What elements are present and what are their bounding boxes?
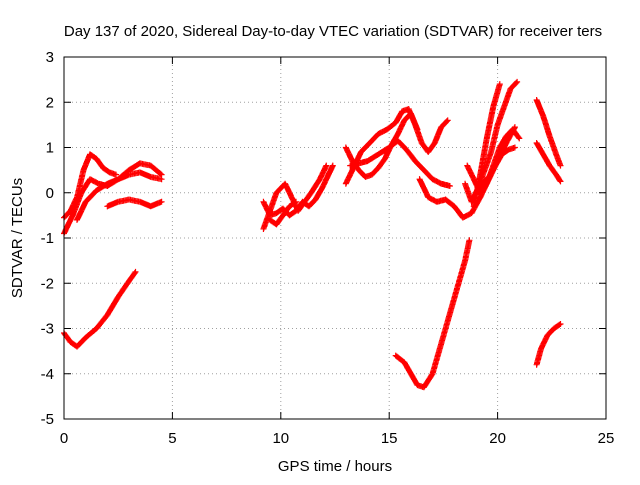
- data-point-markers: [61, 78, 564, 391]
- y-tick-label: -3: [41, 321, 54, 338]
- y-tick-label: 0: [46, 185, 54, 202]
- data-points-layer: [61, 78, 564, 391]
- x-axis-label: GPS time / hours: [278, 458, 392, 475]
- chart-title: Day 137 of 2020, Sidereal Day-to-day VTE…: [64, 23, 602, 40]
- x-tick-label: 20: [489, 430, 506, 447]
- tick-layer: 0 5 10 15 20 25 -5 -4 -3 -2 -1 0 1 2 3: [41, 49, 615, 447]
- y-axis-label: SDTVAR / TECUs: [9, 178, 26, 298]
- x-tick-label: 5: [168, 430, 176, 447]
- y-tick-label: 1: [46, 140, 54, 157]
- y-tick-label: -2: [41, 275, 54, 292]
- y-tick-label: -1: [41, 230, 54, 247]
- x-tick-label: 15: [381, 430, 398, 447]
- y-tick-label: -5: [41, 411, 54, 428]
- y-tick-label: 3: [46, 49, 54, 66]
- y-tick-label: -4: [41, 366, 54, 383]
- y-tick-label: 2: [46, 94, 54, 111]
- grid-layer: [64, 57, 606, 419]
- x-tick-label: 10: [272, 430, 289, 447]
- x-tick-label: 25: [598, 430, 615, 447]
- x-tick-label: 0: [60, 430, 68, 447]
